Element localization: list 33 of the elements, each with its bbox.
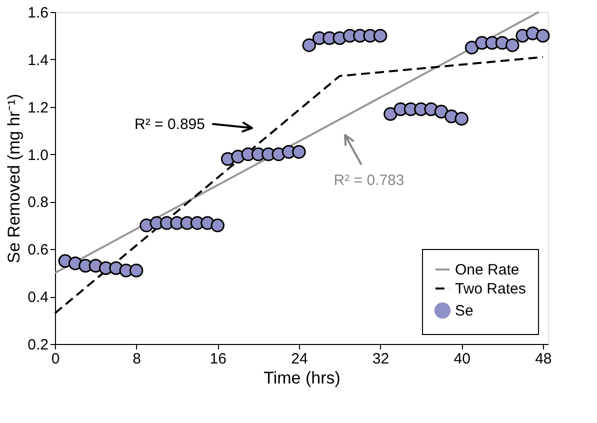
x-tick-label: 0 [51, 350, 60, 368]
x-tick-label: 8 [132, 350, 141, 368]
point [464, 40, 479, 54]
point [536, 28, 550, 43]
point [434, 104, 448, 118]
legend-label: One Rate [455, 262, 520, 278]
annotation: R² = 0.783 [334, 172, 404, 189]
y-tick-label: 1.6 [28, 4, 48, 22]
y-tick-label: 0.2 [28, 336, 48, 354]
x-tick-label: 16 [210, 350, 226, 368]
point [454, 112, 468, 126]
point [210, 218, 225, 232]
point [384, 107, 398, 121]
y-axis-title: Se Removed (mg hr⁻¹) [4, 94, 24, 264]
point [292, 145, 306, 159]
y-tick-label: 1.4 [28, 52, 48, 69]
x-tick-label: 40 [454, 350, 470, 368]
y-tick-label: 0.8 [28, 194, 48, 212]
legend-label: Two Rates [455, 280, 526, 298]
point [506, 38, 520, 52]
x-tick-label: 48 [535, 350, 552, 368]
point [129, 264, 144, 278]
point [302, 38, 316, 52]
y-tick-label: 0.4 [28, 289, 48, 306]
x-tick-label: 24 [291, 350, 308, 368]
y-tick-label: 1.2 [28, 99, 48, 116]
legend-label: Se [455, 302, 474, 320]
y-tick-label: 0.6 [28, 242, 48, 259]
point [373, 28, 388, 43]
x-tick-label: 32 [372, 350, 390, 368]
y-tick-label: 1.0 [28, 146, 48, 164]
annotation: R² = 0.895 [134, 116, 205, 133]
x-axis-title: Time (hrs) [264, 368, 340, 388]
